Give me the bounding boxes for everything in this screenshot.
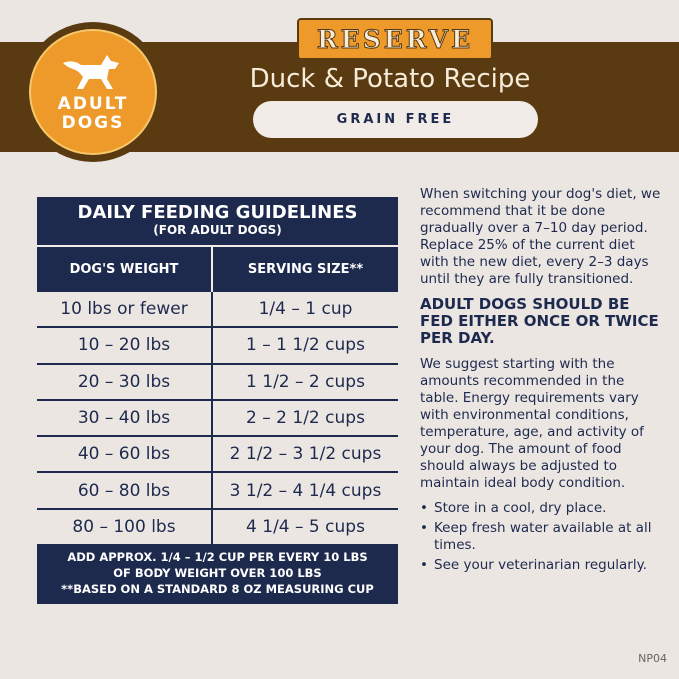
adult-dogs-badge: ADULT DOGS [22, 22, 164, 162]
table-row: 60 – 80 lbs 3 1/2 – 4 1/4 cups [37, 473, 398, 510]
table-footer: ADD APPROX. 1/4 – 1/2 CUP PER EVERY 10 L… [37, 546, 398, 597]
column-header-serving: SERVING SIZE** [247, 262, 364, 277]
tip-item: Keep fresh water available at all times. [420, 520, 665, 554]
weight-cell: 10 – 20 lbs [37, 328, 213, 363]
weight-cell: 40 – 60 lbs [37, 437, 213, 472]
table-title: DAILY FEEDING GUIDELINES [77, 202, 358, 223]
brand-banner: RESERVE [297, 18, 493, 60]
serving-cell: 1/4 – 1 cup [258, 299, 353, 320]
tip-item: Store in a cool, dry place. [420, 500, 665, 517]
table-row: 80 – 100 lbs 4 1/4 – 5 cups [37, 509, 398, 547]
weight-cell: 10 lbs or fewer [37, 292, 213, 327]
table-row: 10 lbs or fewer 1/4 – 1 cup [37, 292, 398, 329]
serving-cell: 1 1/2 – 2 cups [246, 371, 365, 392]
serving-cell: 2 – 2 1/2 cups [246, 408, 365, 429]
table-row: 10 – 20 lbs 1 – 1 1/2 cups [37, 328, 398, 365]
table-row: 20 – 30 lbs 1 1/2 – 2 cups [37, 364, 398, 401]
footer-line3: **BASED ON A STANDARD 8 OZ MEASURING CUP [61, 582, 374, 597]
instructions: When switching your dog's diet, we recom… [420, 186, 665, 577]
feeding-frequency-heading: ADULT DOGS SHOULD BE FED EITHER ONCE OR … [420, 295, 659, 347]
column-header-weight: DOG'S WEIGHT [37, 247, 213, 292]
table-row: 30 – 40 lbs 2 – 2 1/2 cups [37, 400, 398, 438]
recipe-title: Duck & Potato Recipe [249, 64, 531, 94]
badge-line1: ADULT [57, 94, 129, 114]
grain-free-pill: GRAIN FREE [253, 101, 538, 138]
weight-cell: 30 – 40 lbs [37, 400, 213, 436]
tip-item: See your veterinarian regularly. [420, 557, 665, 574]
serving-cell: 2 1/2 – 3 1/2 cups [229, 444, 382, 465]
feeding-table: DAILY FEEDING GUIDELINES (FOR ADULT DOGS… [37, 197, 398, 604]
footer-line2: OF BODY WEIGHT OVER 100 LBS [113, 566, 322, 581]
weight-cell: 60 – 80 lbs [37, 473, 213, 508]
serving-cell: 1 – 1 1/2 cups [246, 335, 365, 356]
dog-icon [63, 55, 119, 89]
footer-line1: ADD APPROX. 1/4 – 1/2 CUP PER EVERY 10 L… [67, 550, 368, 565]
tips-list: Store in a cool, dry place. Keep fresh w… [420, 500, 665, 574]
weight-cell: 80 – 100 lbs [37, 509, 213, 545]
weight-cell: 20 – 30 lbs [37, 364, 213, 399]
serving-cell: 3 1/2 – 4 1/4 cups [229, 480, 382, 501]
serving-cell: 4 1/4 – 5 cups [246, 516, 365, 537]
table-row: 40 – 60 lbs 2 1/2 – 3 1/2 cups [37, 437, 398, 474]
product-code: NP04 [638, 652, 667, 665]
badge-line2: DOGS [61, 113, 125, 133]
table-subtitle: (FOR ADULT DOGS) [153, 223, 282, 237]
transition-text: When switching your dog's diet, we recom… [420, 186, 661, 287]
guidance-text: We suggest starting with the amounts rec… [420, 356, 644, 491]
